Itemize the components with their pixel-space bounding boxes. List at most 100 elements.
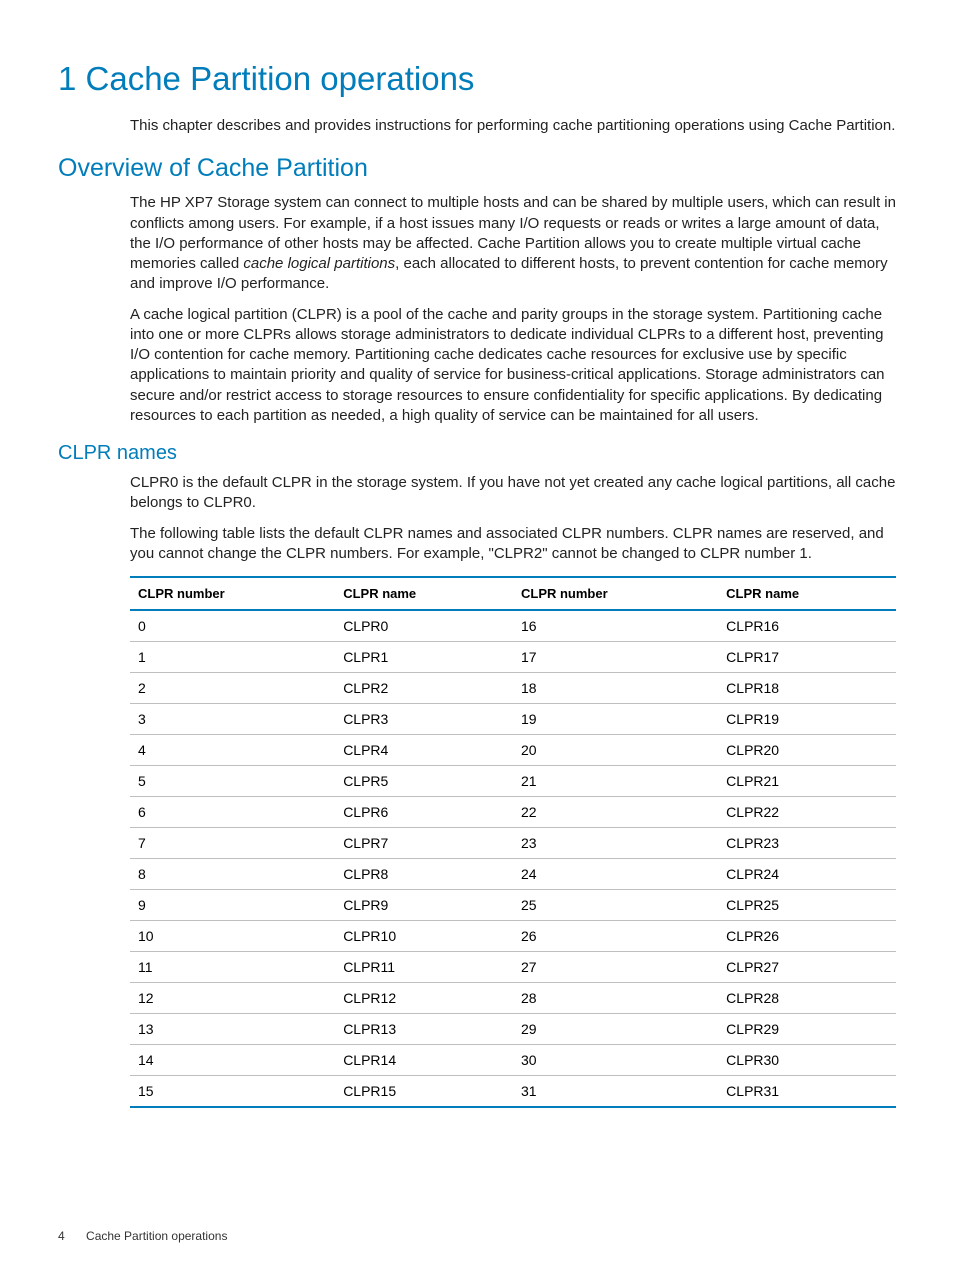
table-row: 7CLPR723CLPR23: [130, 828, 896, 859]
table-cell: CLPR19: [718, 704, 896, 735]
table-cell: CLPR16: [718, 610, 896, 642]
col-clpr-number-1: CLPR number: [130, 577, 335, 610]
clpr-table: CLPR number CLPR name CLPR number CLPR n…: [130, 576, 896, 1108]
table-cell: 10: [130, 921, 335, 952]
table-cell: CLPR5: [335, 766, 513, 797]
clpr-p2: The following table lists the default CL…: [130, 524, 896, 565]
table-row: 15CLPR1531CLPR31: [130, 1076, 896, 1108]
table-cell: CLPR27: [718, 952, 896, 983]
page-number: 4: [58, 1229, 65, 1243]
overview-p2: A cache logical partition (CLPR) is a po…: [130, 305, 896, 427]
table-cell: CLPR4: [335, 735, 513, 766]
table-cell: CLPR13: [335, 1014, 513, 1045]
table-cell: 24: [513, 859, 718, 890]
table-cell: 31: [513, 1076, 718, 1108]
intro-paragraph: This chapter describes and provides inst…: [130, 116, 896, 136]
intro-block: This chapter describes and provides inst…: [130, 116, 896, 136]
table-header-row: CLPR number CLPR name CLPR number CLPR n…: [130, 577, 896, 610]
table-cell: 28: [513, 983, 718, 1014]
table-cell: CLPR7: [335, 828, 513, 859]
table-cell: 21: [513, 766, 718, 797]
chapter-title: 1 Cache Partition operations: [58, 60, 896, 98]
table-cell: 23: [513, 828, 718, 859]
table-cell: CLPR11: [335, 952, 513, 983]
table-row: 9CLPR925CLPR25: [130, 890, 896, 921]
table-cell: 11: [130, 952, 335, 983]
overview-p1: The HP XP7 Storage system can connect to…: [130, 193, 896, 294]
table-cell: 9: [130, 890, 335, 921]
table-cell: 0: [130, 610, 335, 642]
table-cell: CLPR1: [335, 642, 513, 673]
table-cell: CLPR18: [718, 673, 896, 704]
table-row: 4CLPR420CLPR20: [130, 735, 896, 766]
table-cell: 16: [513, 610, 718, 642]
table-cell: 27: [513, 952, 718, 983]
table-row: 14CLPR1430CLPR30: [130, 1045, 896, 1076]
table-cell: CLPR30: [718, 1045, 896, 1076]
table-row: 11CLPR1127CLPR27: [130, 952, 896, 983]
table-cell: 15: [130, 1076, 335, 1108]
table-cell: CLPR9: [335, 890, 513, 921]
footer-chapter-ref: Cache Partition operations: [86, 1229, 227, 1243]
table-row: 12CLPR1228CLPR28: [130, 983, 896, 1014]
table-cell: 14: [130, 1045, 335, 1076]
table-cell: CLPR17: [718, 642, 896, 673]
table-cell: CLPR14: [335, 1045, 513, 1076]
table-cell: 12: [130, 983, 335, 1014]
table-cell: CLPR20: [718, 735, 896, 766]
table-cell: CLPR29: [718, 1014, 896, 1045]
table-cell: 22: [513, 797, 718, 828]
table-cell: 6: [130, 797, 335, 828]
table-cell: 26: [513, 921, 718, 952]
col-clpr-name-2: CLPR name: [718, 577, 896, 610]
table-cell: CLPR28: [718, 983, 896, 1014]
table-cell: 2: [130, 673, 335, 704]
table-cell: CLPR6: [335, 797, 513, 828]
table-row: 3CLPR319CLPR19: [130, 704, 896, 735]
clpr-names-heading: CLPR names: [58, 442, 896, 465]
table-cell: CLPR23: [718, 828, 896, 859]
table-cell: CLPR0: [335, 610, 513, 642]
table-cell: 17: [513, 642, 718, 673]
overview-p1-em: cache logical partitions: [243, 255, 395, 272]
table-row: 10CLPR1026CLPR26: [130, 921, 896, 952]
table-cell: CLPR24: [718, 859, 896, 890]
table-row: 2CLPR218CLPR18: [130, 673, 896, 704]
document-page: 1 Cache Partition operations This chapte…: [0, 0, 954, 1271]
table-body: 0CLPR016CLPR161CLPR117CLPR172CLPR218CLPR…: [130, 610, 896, 1107]
table-cell: CLPR31: [718, 1076, 896, 1108]
table-cell: CLPR22: [718, 797, 896, 828]
table-cell: CLPR12: [335, 983, 513, 1014]
table-cell: 7: [130, 828, 335, 859]
table-cell: CLPR8: [335, 859, 513, 890]
col-clpr-number-2: CLPR number: [513, 577, 718, 610]
table-row: 1CLPR117CLPR17: [130, 642, 896, 673]
table-cell: CLPR21: [718, 766, 896, 797]
table-cell: 1: [130, 642, 335, 673]
table-row: 8CLPR824CLPR24: [130, 859, 896, 890]
table-cell: 25: [513, 890, 718, 921]
table-row: 0CLPR016CLPR16: [130, 610, 896, 642]
table-cell: 19: [513, 704, 718, 735]
table-cell: 13: [130, 1014, 335, 1045]
table-cell: CLPR10: [335, 921, 513, 952]
table-row: 5CLPR521CLPR21: [130, 766, 896, 797]
overview-heading: Overview of Cache Partition: [58, 154, 896, 183]
table-cell: CLPR15: [335, 1076, 513, 1108]
table-cell: CLPR26: [718, 921, 896, 952]
clpr-block: CLPR0 is the default CLPR in the storage…: [130, 473, 896, 1108]
table-cell: 20: [513, 735, 718, 766]
table-cell: 18: [513, 673, 718, 704]
page-footer: 4 Cache Partition operations: [58, 1229, 227, 1243]
table-cell: 3: [130, 704, 335, 735]
col-clpr-name-1: CLPR name: [335, 577, 513, 610]
table-row: 6CLPR622CLPR22: [130, 797, 896, 828]
table-cell: CLPR25: [718, 890, 896, 921]
table-cell: 8: [130, 859, 335, 890]
table-cell: CLPR3: [335, 704, 513, 735]
table-cell: 4: [130, 735, 335, 766]
clpr-p1: CLPR0 is the default CLPR in the storage…: [130, 473, 896, 514]
table-cell: 5: [130, 766, 335, 797]
table-cell: CLPR2: [335, 673, 513, 704]
overview-block: The HP XP7 Storage system can connect to…: [130, 193, 896, 426]
